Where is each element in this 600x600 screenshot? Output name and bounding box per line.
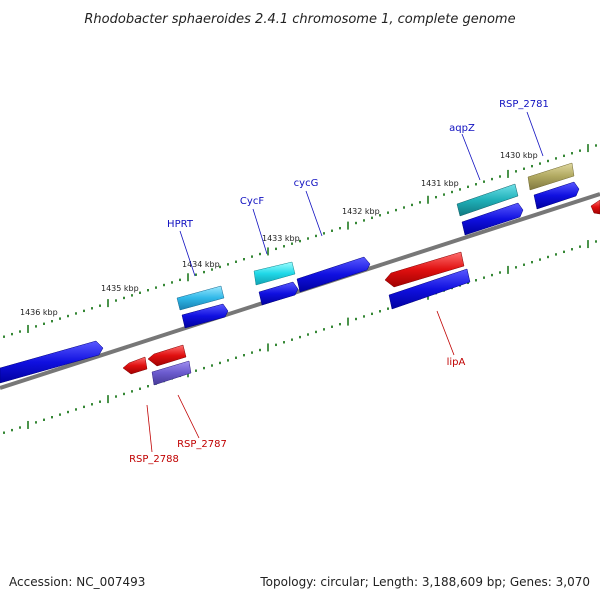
kbp-label-1436: 1436 kbp bbox=[20, 308, 58, 317]
leader-aqpZ bbox=[461, 133, 481, 181]
kbp-labels: 1430 kbp 1431 kbp 1432 kbp 1433 kbp 1434… bbox=[20, 151, 538, 317]
gene-label-hprt[interactable]: HPRT bbox=[167, 219, 194, 230]
gene-aqpZ[interactable] bbox=[456, 183, 519, 217]
gene-rsp-2788[interactable] bbox=[122, 356, 148, 375]
gene-label-aqpZ[interactable]: aqpZ bbox=[449, 123, 475, 134]
leader-rsp-2787 bbox=[177, 394, 200, 439]
gene-label-lipA[interactable]: lipA bbox=[447, 357, 466, 368]
label-leaders bbox=[146, 111, 544, 453]
gene-blue-3[interactable] bbox=[258, 281, 299, 306]
gene-label-rsp-2788[interactable]: RSP_2788 bbox=[129, 454, 179, 465]
tick-rows bbox=[3, 144, 597, 434]
topology-text: Topology: circular; Length: 3,188,609 bp… bbox=[259, 575, 590, 589]
gene-blue-6[interactable] bbox=[388, 268, 471, 310]
kbp-label-1434: 1434 kbp bbox=[182, 260, 220, 269]
leader-cycG bbox=[305, 190, 323, 237]
gene-lipA[interactable] bbox=[384, 251, 465, 288]
leader-lipA bbox=[436, 310, 455, 356]
gene-features bbox=[0, 162, 600, 386]
accession-text: Accession: NC_007493 bbox=[9, 575, 145, 589]
leader-hprt bbox=[179, 230, 196, 277]
leader-cycF bbox=[252, 208, 268, 255]
kbp-label-1435: 1435 kbp bbox=[101, 284, 139, 293]
gene-red-edge[interactable] bbox=[590, 199, 600, 215]
gene-label-rsp-2781[interactable]: RSP_2781 bbox=[499, 99, 549, 110]
gene-labels: RSP_2781 aqpZ cycG CycF HPRT lipA RSP_27… bbox=[129, 99, 549, 465]
gene-cycF[interactable] bbox=[253, 261, 296, 286]
gene-label-rsp-2787[interactable]: RSP_2787 bbox=[177, 439, 227, 450]
gene-label-cycG[interactable]: cycG bbox=[294, 178, 319, 189]
gene-blue-5[interactable] bbox=[0, 340, 104, 384]
kbp-label-1431: 1431 kbp bbox=[421, 179, 459, 188]
leader-rsp-2781 bbox=[526, 111, 544, 157]
gene-blue-2[interactable] bbox=[461, 202, 524, 236]
gene-blue-1[interactable] bbox=[533, 181, 580, 210]
gene-purple[interactable] bbox=[151, 360, 192, 386]
gene-blue-4[interactable] bbox=[181, 303, 229, 329]
gene-rsp-2781[interactable] bbox=[527, 162, 575, 191]
kbp-label-1432: 1432 kbp bbox=[342, 207, 380, 216]
gene-rsp-2787[interactable] bbox=[147, 344, 187, 367]
lower-tick-row bbox=[3, 240, 597, 434]
kbp-label-1433: 1433 kbp bbox=[262, 234, 300, 243]
leader-rsp-2788 bbox=[146, 404, 153, 453]
map-title: Rhodobacter sphaeroides 2.4.1 chromosome… bbox=[84, 12, 515, 27]
gene-cycG[interactable] bbox=[296, 256, 371, 293]
upper-tick-row bbox=[3, 144, 597, 338]
gene-label-cycF[interactable]: CycF bbox=[240, 196, 264, 207]
gene-hprt[interactable] bbox=[176, 285, 225, 311]
kbp-label-1430: 1430 kbp bbox=[500, 151, 538, 160]
